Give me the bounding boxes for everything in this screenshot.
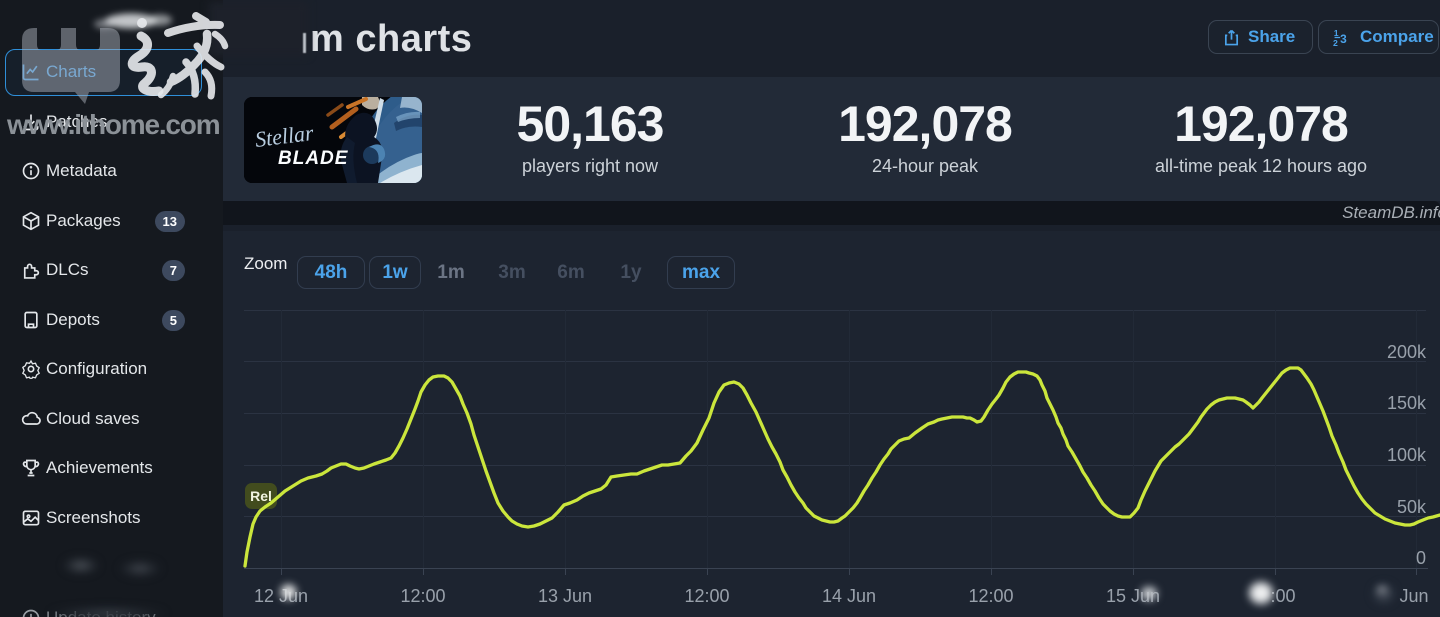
svg-text:2: 2: [1333, 38, 1338, 47]
svg-text:3: 3: [1340, 32, 1347, 46]
svg-text:BLADE: BLADE: [278, 148, 349, 169]
svg-text:1: 1: [1334, 28, 1339, 38]
